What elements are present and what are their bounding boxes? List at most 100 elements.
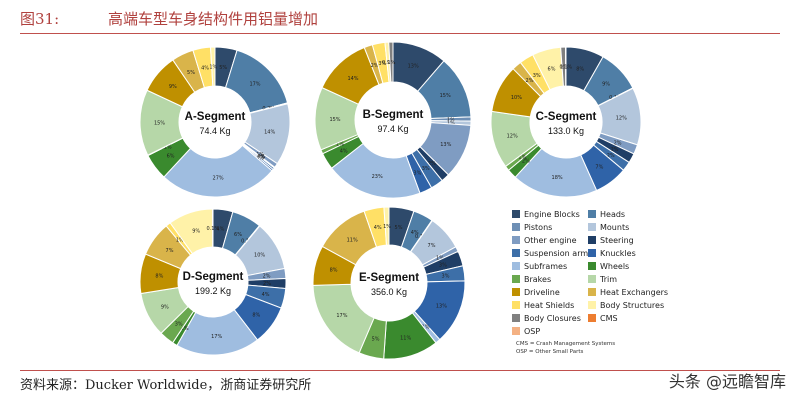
legend-item: Engine Blocks (512, 210, 580, 222)
slice-label: 1% (383, 224, 391, 230)
slice-label: 4% (340, 149, 348, 155)
legend-label: Knuckles (600, 249, 636, 258)
legend-swatch (512, 249, 520, 257)
donut-slice (211, 208, 214, 248)
slice-label: 2% (611, 147, 619, 153)
legend-swatch (512, 327, 520, 335)
slice-label: 17% (336, 313, 347, 319)
legend-item: Wheels (588, 262, 629, 274)
slice-label: 5% (219, 65, 227, 71)
legend-item: Suspension arms (512, 249, 592, 261)
source-note: 资料来源：Ducker Worldwide，浙商证券研究所 (20, 378, 312, 393)
slice-label: 2% (263, 274, 271, 280)
slice-label: 7% (166, 248, 174, 254)
slice-label: 15% (440, 93, 451, 99)
slice-label: 6% (234, 232, 242, 238)
slice-label: 1% (181, 326, 189, 332)
slice-label: 0.9% (382, 60, 395, 66)
slice-label: 3% (378, 61, 386, 67)
slice-label: 4% (374, 225, 382, 231)
segment-weight: 199.2 Kg (195, 286, 231, 296)
watermark: 头条 @远瞻智库 (668, 372, 786, 391)
slice-label: 5% (395, 225, 403, 231)
legend-swatch (588, 262, 596, 270)
slice-label: 10% (254, 253, 265, 259)
donut-slice (163, 144, 273, 198)
legend-notes: CMS = Crash Management Systems OSP = Oth… (516, 340, 615, 356)
segment-weight: 356.0 Kg (371, 287, 407, 297)
slice-label: 2% (607, 153, 615, 159)
slice-label: 18% (552, 175, 563, 181)
legend-swatch (588, 210, 596, 218)
segment-title: E-Segment (359, 272, 419, 284)
legend-swatch (512, 210, 520, 218)
legend-swatch (588, 301, 596, 309)
legend-swatch (588, 249, 596, 257)
legend-label: Heat Shields (524, 301, 575, 310)
legend-item: OSP (512, 327, 540, 339)
slice-label: 9% (169, 84, 177, 90)
slice-label: 13% (408, 64, 419, 70)
slice-label: 14% (264, 130, 275, 136)
slice-label: 0.1% (206, 226, 219, 232)
slice-label: 15% (329, 117, 340, 123)
slice-label: 1% (447, 117, 455, 123)
slice-label: 1% (422, 325, 430, 331)
legend-label: Suspension arms (524, 249, 593, 258)
slice-label: 4% (201, 65, 209, 71)
legend-label: Subframes (524, 262, 568, 271)
legend-item: Trim (588, 275, 617, 287)
legend-swatch (512, 288, 520, 296)
slice-label: 23% (372, 174, 383, 180)
slice-label: 11% (400, 336, 411, 342)
legend-item: CMS (588, 314, 618, 326)
segment-weight: 97.4 Kg (377, 124, 408, 134)
slice-label: 1% (336, 142, 344, 148)
slice-label: 6% (548, 66, 556, 72)
slice-label: 0.1% (559, 65, 572, 71)
legend-swatch (588, 275, 596, 283)
slice-label: 14% (347, 76, 358, 82)
slice-label: 3% (175, 322, 183, 328)
legend-swatch (512, 223, 520, 231)
bottom-divider (20, 370, 780, 371)
legend-label: Mounts (600, 223, 630, 232)
legend-swatch (588, 236, 596, 244)
segment-weight: 74.4 Kg (199, 126, 230, 136)
slice-label: 2% (371, 63, 379, 69)
slice-label: 1% (560, 65, 568, 71)
legend-item: Other engine (512, 236, 577, 248)
segment-weight: 133.0 Kg (548, 126, 584, 136)
legend-label: Wheels (600, 262, 630, 271)
slice-label: 27% (213, 175, 224, 181)
legend-item: Driveline (512, 288, 560, 300)
slice-label: 3% (442, 274, 450, 280)
legend-item: Heads (588, 210, 625, 222)
slice-label: 10% (511, 95, 522, 101)
legend-item: Body Structures (588, 301, 664, 313)
legend-label: Body Structures (600, 301, 665, 310)
slice-label: 4% (216, 227, 224, 233)
legend-swatch (588, 314, 596, 322)
top-divider (20, 33, 780, 34)
donut-slice (388, 41, 394, 83)
slice-label: 0.1% (159, 145, 172, 151)
slice-label: 1% (387, 60, 395, 66)
segment-title: B-Segment (363, 109, 424, 121)
segment-title: A-Segment (185, 111, 246, 123)
legend-item: Knuckles (588, 249, 636, 261)
note-cms: CMS = Crash Management Systems (516, 341, 616, 347)
legend: Engine Blocks Heads Pistons Mounts Other eng… (512, 210, 692, 360)
slice-label: 8% (155, 274, 163, 280)
slice-label: 9% (602, 82, 610, 88)
slice-label: 8% (252, 312, 260, 318)
legend-label: Heat Exchangers (600, 288, 669, 297)
slice-label: 3% (422, 166, 430, 172)
legend-swatch (512, 236, 520, 244)
slice-label: 1% (176, 237, 184, 243)
slice-label: 2% (522, 158, 530, 164)
legend-label: Body Closures (524, 314, 581, 323)
legend-item: Body Closures (512, 314, 581, 326)
legend-label: Steering (600, 236, 634, 245)
slice-label: 2% (428, 161, 436, 167)
